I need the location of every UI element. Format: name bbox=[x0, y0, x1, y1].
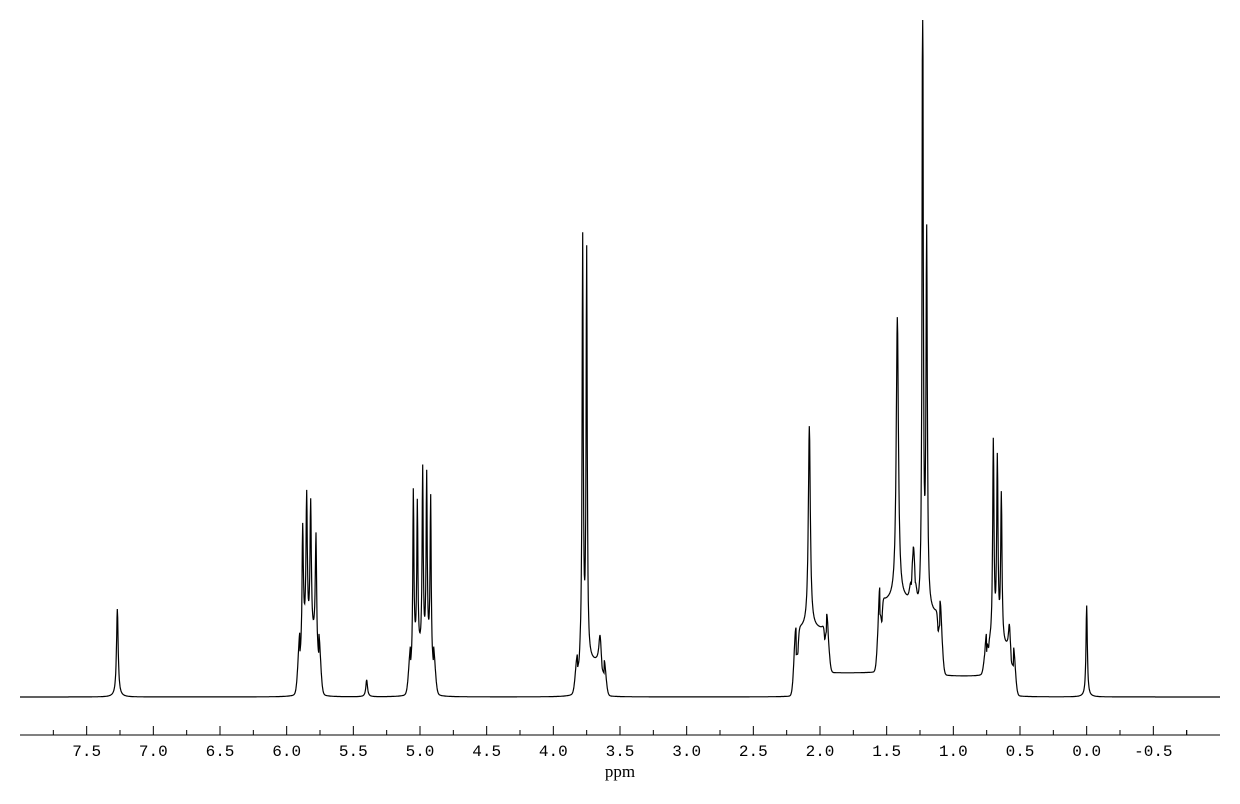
x-tick-label: 3.0 bbox=[672, 743, 701, 761]
x-axis-label: ppm bbox=[605, 762, 635, 781]
x-tick-label: 4.0 bbox=[539, 743, 568, 761]
spectrum-trace bbox=[20, 20, 1220, 697]
x-tick-label: -0.5 bbox=[1134, 743, 1172, 761]
x-tick-label: 2.5 bbox=[739, 743, 768, 761]
x-tick-label: 0.0 bbox=[1072, 743, 1101, 761]
x-tick-label: 0.5 bbox=[1006, 743, 1035, 761]
nmr-spectrum-container: { "chart": { "type": "nmr-spectrum", "wi… bbox=[0, 0, 1240, 804]
x-tick-label: 7.5 bbox=[72, 743, 101, 761]
nmr-spectrum-svg: 7.5 7.0 6.5 6.0 5.5 5.0 4.5 4.0 3.5 3.0 2.5 2.0 1.5 1… bbox=[0, 0, 1240, 804]
x-tick-label: 3.5 bbox=[606, 743, 635, 761]
x-tick-label: 1.5 bbox=[872, 743, 901, 761]
x-tick-label: 1.0 bbox=[939, 743, 968, 761]
x-tick-label: 5.5 bbox=[339, 743, 368, 761]
x-tick-label: 7.0 bbox=[139, 743, 168, 761]
x-tick-label: 5.0 bbox=[406, 743, 435, 761]
x-tick-label: 2.0 bbox=[806, 743, 835, 761]
x-tick-label: 6.0 bbox=[272, 743, 301, 761]
x-tick-label: 6.5 bbox=[206, 743, 235, 761]
x-tick-label: 4.5 bbox=[472, 743, 501, 761]
